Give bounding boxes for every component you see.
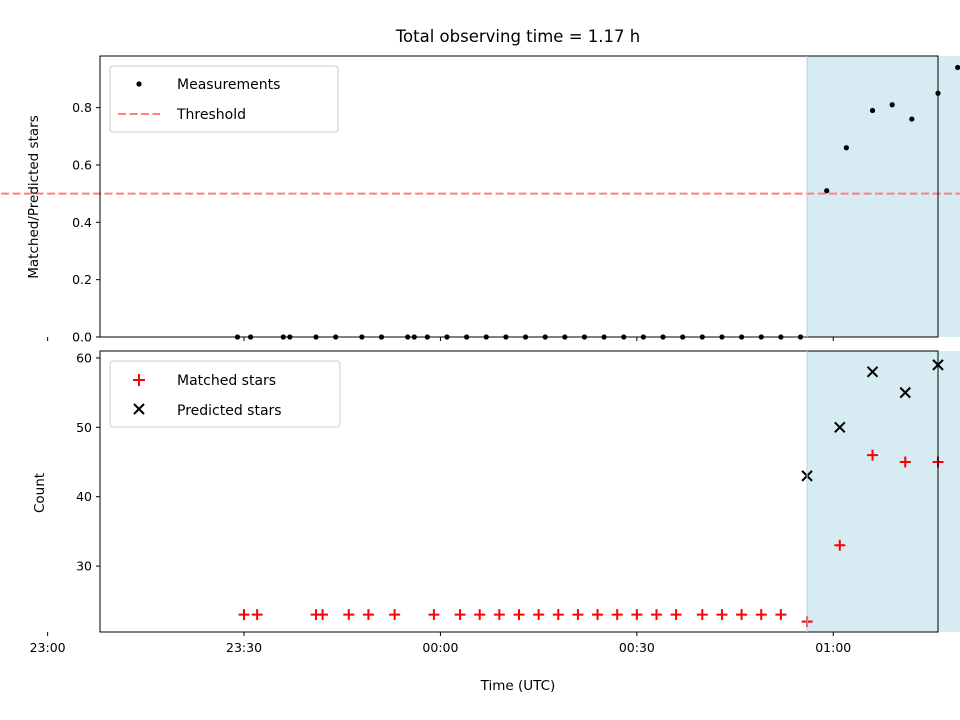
top-ytick-label: 0.0 xyxy=(72,330,92,345)
measurements-point xyxy=(955,64,960,71)
matched-stars-point xyxy=(572,609,584,621)
measurements-point xyxy=(824,188,830,194)
legend-matched-label: Matched stars xyxy=(177,373,276,389)
top-panel-frame xyxy=(99,55,939,338)
matched-stars-point xyxy=(552,609,564,621)
bottom-xtick-label: 01:00 xyxy=(815,640,851,655)
bottom-panel-shaded-span xyxy=(807,351,960,632)
matched-stars-point xyxy=(513,609,525,621)
bottom-legend: Matched stars Predicted stars xyxy=(109,360,341,428)
bottom-xtick-label: 23:00 xyxy=(30,640,66,655)
legend-measurements-marker xyxy=(136,81,142,87)
matched-stars-point xyxy=(251,609,263,621)
matched-stars-point xyxy=(736,609,748,621)
bottom-xtick-label: 00:30 xyxy=(619,640,655,655)
matched-stars-point xyxy=(238,609,250,621)
legend-predicted-marker xyxy=(133,403,145,415)
matched-stars-point xyxy=(533,609,545,621)
matched-stars-point xyxy=(389,609,401,621)
measurements-point xyxy=(843,145,849,151)
matched-stars-point xyxy=(493,609,505,621)
bottom-ytick-label: 60 xyxy=(76,350,92,365)
bottom-legend-box xyxy=(109,360,341,428)
legend-threshold-label: Threshold xyxy=(176,107,246,123)
top-ytick-label: 0.4 xyxy=(72,215,92,230)
bottom-ytick-label: 50 xyxy=(76,420,92,435)
matched-stars-point xyxy=(454,609,466,621)
matched-stars-point xyxy=(343,609,355,621)
chart-title: Total observing time = 1.17 h xyxy=(395,27,640,46)
top-legend: Measurements Threshold xyxy=(109,65,339,133)
top-ytick-label: 0.2 xyxy=(72,272,92,287)
top-ytick-label: 0.6 xyxy=(72,157,92,172)
bottom-y-axis-label: Count xyxy=(32,473,48,513)
matched-stars-point xyxy=(696,609,708,621)
matched-stars-point xyxy=(899,456,911,468)
legend-predicted-label: Predicted stars xyxy=(177,403,282,419)
matched-stars-point xyxy=(631,609,643,621)
legend-matched-marker xyxy=(133,374,145,386)
matched-stars-point xyxy=(755,609,767,621)
top-panel-shaded-span xyxy=(807,56,960,337)
legend-measurements-label: Measurements xyxy=(177,77,280,93)
bottom-panel-frame xyxy=(99,350,939,633)
top-panel: 0.00.20.40.60.8 Matched/Predicted stars … xyxy=(0,55,960,345)
bottom-xtick-label: 00:00 xyxy=(422,640,458,655)
matched-stars-point xyxy=(474,609,486,621)
predicted-stars-point xyxy=(834,421,846,434)
x-axis-label: Time (UTC) xyxy=(480,678,556,694)
bottom-ytick-label: 40 xyxy=(76,489,92,504)
matched-stars-point xyxy=(775,609,787,621)
matched-stars-point xyxy=(428,609,440,621)
matched-stars-point xyxy=(716,609,728,621)
matched-stars-point xyxy=(867,449,879,461)
matched-stars-point xyxy=(834,539,846,551)
matched-stars-point xyxy=(362,609,374,621)
matched-stars-point xyxy=(611,609,623,621)
matched-stars-point xyxy=(650,609,662,621)
top-legend-box xyxy=(109,65,339,133)
top-ytick-label: 0.8 xyxy=(72,100,92,115)
measurements-point xyxy=(869,107,876,114)
bottom-ytick-label: 30 xyxy=(76,559,92,574)
predicted-stars-point xyxy=(866,366,879,378)
measurements-point xyxy=(909,116,915,122)
bottom-xtick-label: 23:30 xyxy=(226,640,262,655)
matched-stars-point xyxy=(592,609,604,621)
measurements-point xyxy=(889,102,895,108)
predicted-stars-point xyxy=(899,386,911,399)
matched-stars-point xyxy=(317,609,329,621)
matched-stars-point xyxy=(670,609,682,621)
top-y-axis-label: Matched/Predicted stars xyxy=(26,115,42,278)
